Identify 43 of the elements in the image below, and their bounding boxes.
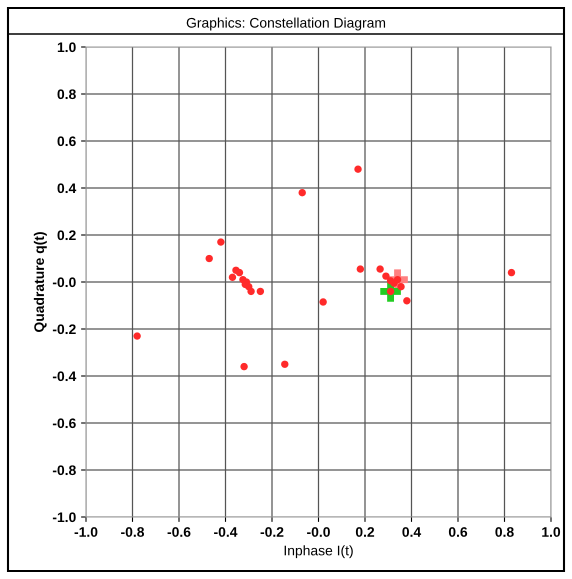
point <box>256 288 264 296</box>
x-tick-label: 0.6 <box>448 527 468 537</box>
point <box>236 268 244 276</box>
y-tick-label: 0.6 <box>58 136 76 146</box>
y-tick-label: 1.0 <box>58 42 76 52</box>
y-tick-label: -0.4 <box>52 371 76 382</box>
x-tick-label: 0.4 <box>402 527 422 537</box>
point <box>281 360 288 368</box>
y-tick-label: 0.2 <box>58 230 76 240</box>
point <box>298 189 306 196</box>
x-tick-label: -0.2 <box>260 527 284 537</box>
point <box>240 362 248 370</box>
point <box>247 288 255 296</box>
x-tick-label: 0.2 <box>356 527 374 537</box>
y-tick-label: -0.2 <box>52 324 76 334</box>
y-tick-label: -0.0 <box>52 277 76 288</box>
y-tick-label: 0.8 <box>58 89 76 100</box>
point <box>228 274 236 281</box>
y-tick-label: -0.8 <box>52 465 76 476</box>
x-tick-label: -1.0 <box>74 527 98 537</box>
x-tick-label: -0.8 <box>121 527 144 537</box>
point <box>508 268 516 276</box>
y-axis-title: Quadrature q(t) <box>34 232 47 332</box>
point <box>382 272 390 280</box>
point <box>356 265 364 273</box>
chart-title: Graphics: Constellation Diagram <box>186 18 386 30</box>
x-tick-label: -0.4 <box>214 527 238 537</box>
point <box>403 297 411 304</box>
x-axis-title: Inphase I(t) <box>284 545 353 558</box>
x-tick-label: 1.0 <box>542 527 560 537</box>
point <box>354 166 362 173</box>
point <box>206 254 213 262</box>
x-tick-label: -0.6 <box>168 527 190 537</box>
x-tick-label: 0.8 <box>495 527 514 537</box>
point <box>397 283 405 290</box>
point <box>376 265 384 273</box>
point <box>133 332 141 340</box>
x-tick-label: -0.0 <box>307 527 330 537</box>
point <box>217 238 225 246</box>
y-tick-label: -1.0 <box>52 512 76 522</box>
y-tick-label: -0.6 <box>52 418 76 428</box>
point <box>319 298 327 306</box>
y-tick-label: 0.4 <box>58 183 76 194</box>
